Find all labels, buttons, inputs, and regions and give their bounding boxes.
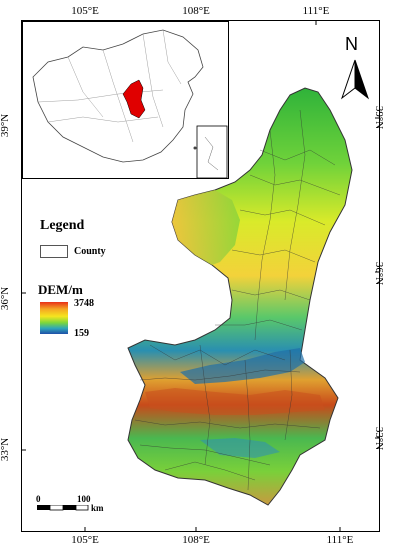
guanzhong-basin (180, 348, 305, 384)
dem-max-value: 3748 (74, 298, 94, 309)
map-frame (21, 20, 380, 532)
scale-end: 100 (77, 494, 91, 504)
county-swatch (40, 245, 68, 258)
qinling-mountains (145, 388, 325, 415)
north-arrow-icon (340, 59, 370, 100)
county-label: County (74, 246, 106, 257)
lon-label-bottom-105: 105°E (71, 534, 99, 546)
lon-label-bottom-108: 108°E (182, 534, 210, 546)
dem-title: DEM/m (38, 282, 83, 297)
hanzhong-basin (200, 438, 280, 458)
lon-label-bottom-111: 111°E (326, 534, 354, 546)
dem-min-value: 159 (74, 328, 89, 339)
scale-bar-graphic (37, 505, 89, 511)
lon-label-top-108: 108°E (182, 5, 210, 17)
dem-colorbar (40, 302, 68, 334)
scale-unit: km (91, 503, 104, 513)
lon-label-top-111: 111°E (302, 5, 330, 17)
china-outline (32, 29, 228, 178)
northwest-plateau (172, 190, 240, 265)
legend-title: Legend (40, 218, 85, 233)
scale-start: 0 (36, 494, 41, 504)
lon-label-top-105: 105°E (71, 5, 99, 17)
county-boundaries (134, 109, 341, 491)
shaanxi-highlight (122, 79, 146, 119)
north-label: N (345, 34, 358, 54)
inset-china-map (22, 21, 229, 179)
